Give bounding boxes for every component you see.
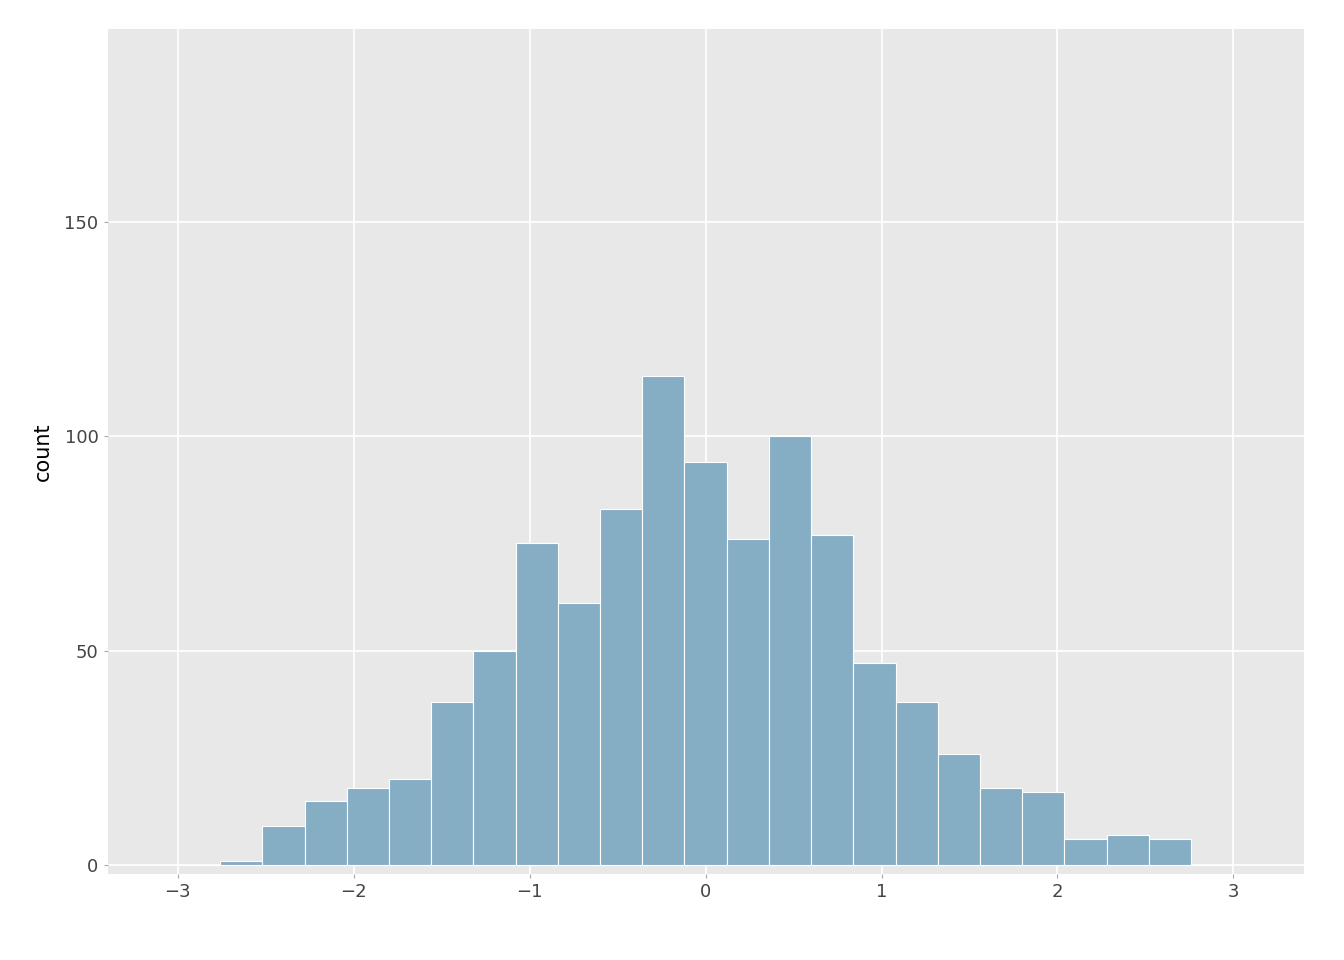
Bar <box>853 663 895 865</box>
Bar <box>1106 835 1149 865</box>
Bar <box>938 754 980 865</box>
Bar <box>642 376 684 865</box>
Bar <box>558 604 599 865</box>
Bar <box>516 543 558 865</box>
Bar <box>895 702 938 865</box>
Bar <box>727 540 769 865</box>
Bar <box>431 702 473 865</box>
Bar <box>1023 792 1064 865</box>
Bar <box>684 462 727 865</box>
Bar <box>347 788 388 865</box>
Bar <box>388 780 431 865</box>
Bar <box>262 827 305 865</box>
Bar <box>220 861 262 865</box>
Bar <box>599 509 642 865</box>
Bar <box>980 788 1023 865</box>
Bar <box>769 436 812 865</box>
Bar <box>1064 839 1106 865</box>
Bar <box>473 651 516 865</box>
Y-axis label: count: count <box>34 421 54 481</box>
Bar <box>812 535 853 865</box>
Bar <box>305 801 347 865</box>
Bar <box>1149 839 1191 865</box>
